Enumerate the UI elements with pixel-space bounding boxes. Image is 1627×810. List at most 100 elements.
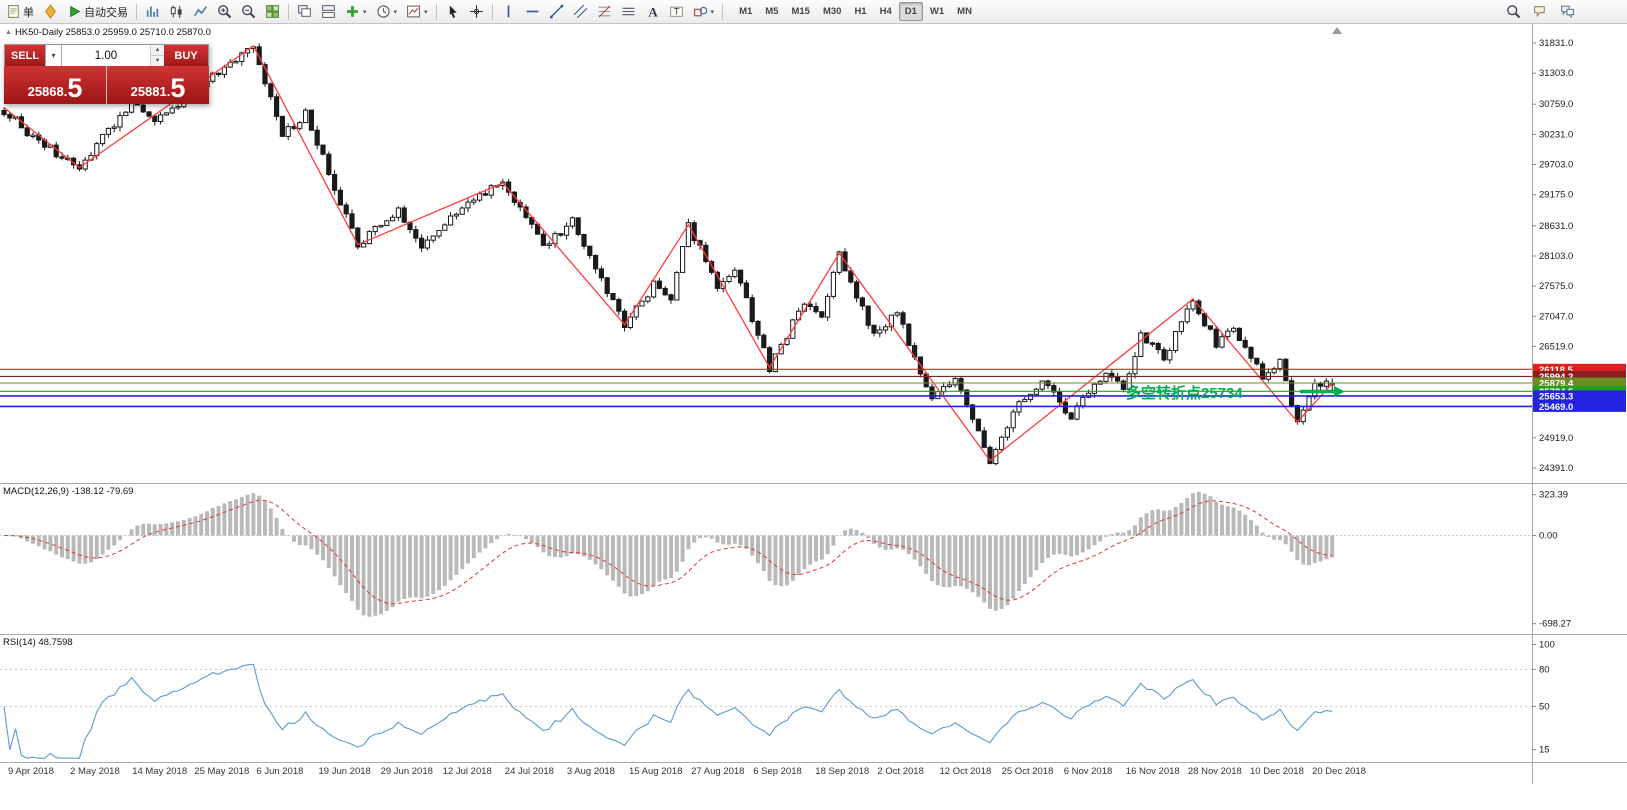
crosshair-tool[interactable] [465, 1, 488, 23]
svg-text:12 Jul 2018: 12 Jul 2018 [443, 766, 492, 777]
one-click-trading-widget: SELL ▾ ▴ ▾ BUY 25868.5 [4, 44, 209, 104]
chart-title: ▲ HK50-Daily 25853.0 25959.0 25710.0 258… [5, 27, 211, 38]
svg-text:12 Oct 2018: 12 Oct 2018 [940, 766, 992, 777]
text-tool[interactable]: A [641, 1, 664, 23]
svg-text:3 Aug 2018: 3 Aug 2018 [567, 766, 615, 777]
channel-tool[interactable] [569, 1, 592, 23]
svg-text:10 Dec 2018: 10 Dec 2018 [1250, 766, 1304, 777]
buy-button[interactable]: BUY [164, 45, 208, 66]
search-button[interactable] [1502, 1, 1525, 23]
vertical-line-tool[interactable] [497, 1, 520, 23]
trade-widget-controls: SELL ▾ ▴ ▾ BUY [4, 44, 209, 66]
period-button[interactable]: ▾ [372, 1, 402, 23]
gridlines-icon [621, 4, 636, 19]
toolbar-separator [491, 3, 493, 20]
svg-text:19 Jun 2018: 19 Jun 2018 [319, 766, 371, 777]
volume-field: ▴ ▾ [62, 45, 164, 66]
chat2-icon [1560, 4, 1575, 19]
arrange-icon [321, 4, 336, 19]
annotation-arrow[interactable] [1300, 386, 1345, 397]
template-icon [406, 4, 421, 19]
price-axis: 31831.0 31303.0 30759.0 30231.0 29703.0 29175… [1532, 38, 1573, 474]
chart-region: 多空转折点25734 31831.0 31303.0 30759.0 30231.0 29… [0, 24, 1627, 810]
sell-button[interactable]: SELL [5, 45, 45, 66]
timeframe-mn[interactable]: MN [957, 6, 972, 17]
timeframe-w1[interactable]: W1 [929, 6, 945, 17]
svg-text:27575.0: 27575.0 [1539, 281, 1573, 292]
svg-text:27047.0: 27047.0 [1539, 311, 1573, 322]
buy-price-panel[interactable]: 25881. 5 [107, 66, 209, 104]
fibonacci-tool[interactable] [593, 1, 616, 23]
label-tool[interactable]: T [665, 1, 688, 23]
cursor-tool[interactable] [441, 1, 464, 23]
timeframe-m5[interactable]: M5 [765, 6, 779, 17]
cursor-icon [445, 4, 460, 19]
bars-icon [145, 4, 160, 19]
candlestick-series [1, 43, 1335, 466]
zoom-out-button[interactable] [237, 1, 260, 23]
annotation-text[interactable]: 多空转折点25734 [1126, 384, 1243, 402]
candle-chart-button[interactable] [165, 1, 188, 23]
bar-chart-button[interactable] [141, 1, 164, 23]
price-panel-divider [106, 66, 107, 104]
linechart-icon [193, 4, 208, 19]
order-mode-dropdown[interactable]: ▾ [45, 45, 62, 66]
favorites-icon-button[interactable] [39, 1, 62, 23]
chart-canvas[interactable]: 多空转折点25734 31831.0 31303.0 30759.0 30231.0 29… [0, 24, 1627, 810]
timeframe-d1[interactable]: D1 [898, 2, 923, 21]
timeframe-m30[interactable]: M30 [822, 6, 842, 17]
svg-text:2 Oct 2018: 2 Oct 2018 [877, 766, 923, 777]
chat-button[interactable] [1529, 1, 1552, 23]
svg-text:29703.0: 29703.0 [1539, 160, 1573, 171]
chart-shift-marker[interactable] [1332, 27, 1342, 34]
text-icon: A [645, 4, 660, 19]
cascade-windows-button[interactable] [293, 1, 316, 23]
shapes-tool[interactable]: ▾ [689, 1, 719, 23]
timeframe-h4[interactable]: H4 [879, 6, 892, 17]
line-chart-button[interactable] [189, 1, 212, 23]
timeframe-m15[interactable]: M15 [791, 6, 810, 17]
rsi-line [3, 663, 1333, 759]
sell-price-big: 5 [67, 73, 83, 104]
svg-text:A: A [648, 5, 658, 19]
add-indicator-button[interactable]: ▾ [341, 1, 371, 23]
autotrade-button[interactable]: 自动交易 [63, 1, 132, 23]
toolbar-right-group [1502, 1, 1579, 23]
fibo-icon [597, 4, 612, 19]
svg-text:25469.0: 25469.0 [1539, 402, 1573, 413]
timeframe-m1[interactable]: M1 [739, 6, 753, 17]
arrange-windows-button[interactable] [317, 1, 340, 23]
horizontal-line-tool[interactable] [521, 1, 544, 23]
svg-text:6 Sep 2018: 6 Sep 2018 [753, 766, 802, 777]
svg-text:30231.0: 30231.0 [1539, 129, 1573, 140]
new-order-button[interactable]: 单 [2, 1, 38, 23]
play-icon [67, 4, 82, 19]
sell-price-panel[interactable]: 25868. 5 [4, 66, 106, 104]
toolbar-separator [435, 3, 437, 20]
price-line-labels: 26118.525994.225879.425734.525653.325469… [1533, 363, 1626, 413]
svg-text:14 May 2018: 14 May 2018 [132, 766, 187, 777]
channel-icon [573, 4, 588, 19]
tile-icon [265, 4, 280, 19]
tile-windows-button[interactable] [261, 1, 284, 23]
community-button[interactable] [1556, 1, 1579, 23]
svg-text:24 Jul 2018: 24 Jul 2018 [505, 766, 554, 777]
zoom-in-button[interactable] [213, 1, 236, 23]
svg-text:80: 80 [1539, 664, 1550, 675]
collapse-arrow-icon[interactable]: ▲ [5, 29, 12, 36]
volume-input[interactable] [62, 45, 150, 66]
timeframe-h1[interactable]: H1 [854, 6, 867, 17]
svg-text:30759.0: 30759.0 [1539, 99, 1573, 110]
trendline-tool[interactable] [545, 1, 568, 23]
svg-text:16 Nov 2018: 16 Nov 2018 [1126, 766, 1180, 777]
autotrade-button-label: 自动交易 [84, 6, 128, 19]
svg-text:15: 15 [1539, 745, 1550, 756]
volume-increase-button[interactable]: ▴ [151, 45, 164, 56]
gridlines-tool[interactable] [617, 1, 640, 23]
macd-label: MACD(12,26,9) -138.12 -79.69 [3, 486, 134, 497]
svg-text:2 May 2018: 2 May 2018 [70, 766, 120, 777]
new-order-button-label: 单 [23, 6, 34, 19]
volume-decrease-button[interactable]: ▾ [151, 56, 164, 66]
horizontal-level-lines[interactable] [0, 368, 1532, 408]
template-button[interactable]: ▾ [402, 1, 432, 23]
